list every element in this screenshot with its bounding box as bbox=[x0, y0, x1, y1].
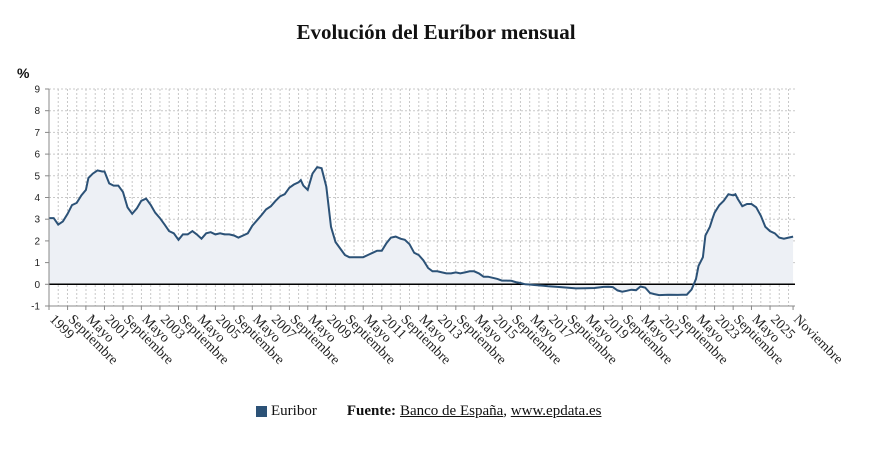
y-tick-label: 1 bbox=[34, 258, 40, 269]
y-tick-label: 3 bbox=[34, 215, 40, 226]
y-axis-label: % bbox=[17, 65, 30, 81]
legend-series-label[interactable]: Euribor bbox=[271, 403, 317, 419]
legend-swatch bbox=[256, 406, 267, 417]
y-tick-label: 9 bbox=[34, 85, 40, 96]
epdata-link[interactable]: www.epdata.es bbox=[510, 403, 602, 419]
source-label: Fuente: bbox=[346, 403, 396, 419]
y-tick-label: -1 bbox=[31, 302, 40, 313]
y-tick-label: 7 bbox=[34, 128, 40, 139]
source-link[interactable]: Banco de España bbox=[399, 403, 504, 419]
x-tick-label: Noviembre bbox=[790, 312, 845, 367]
y-tick-label: 8 bbox=[34, 106, 40, 117]
y-tick-label: 6 bbox=[34, 150, 40, 161]
y-tick-label: 4 bbox=[34, 193, 40, 204]
y-tick-label: 2 bbox=[34, 236, 40, 247]
y-tick-label: 0 bbox=[34, 280, 40, 291]
legend: Euribor Fuente: Banco de España, www.epd… bbox=[256, 403, 601, 420]
source-separator: , bbox=[503, 403, 508, 419]
chart-title: Evolución del Euríbor mensual bbox=[296, 20, 576, 44]
y-tick-label: 5 bbox=[34, 171, 40, 182]
series-area bbox=[49, 167, 794, 296]
series-line[interactable] bbox=[49, 165, 794, 297]
